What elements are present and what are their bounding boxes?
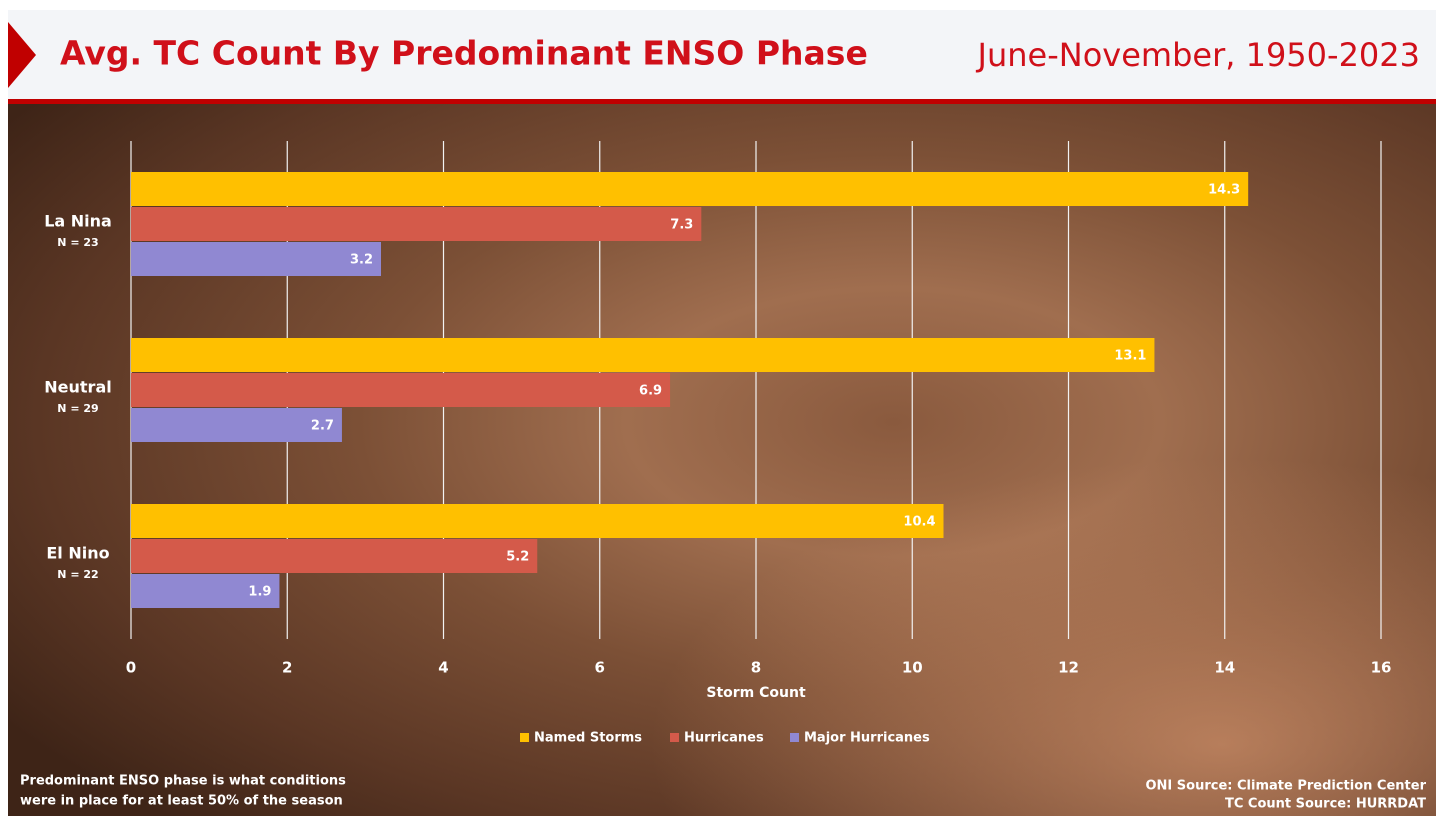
x-tick-label: 6 (595, 659, 605, 677)
x-tick-label: 16 (1371, 659, 1392, 677)
value-label: 6.9 (639, 384, 662, 399)
bar (131, 373, 670, 407)
x-tick-label: 14 (1214, 659, 1235, 677)
bar (131, 242, 381, 276)
value-label: 3.2 (350, 253, 373, 268)
value-label: 10.4 (903, 515, 935, 530)
x-tick-label: 12 (1058, 659, 1079, 677)
value-label: 1.9 (248, 585, 271, 600)
note-left: Predominant ENSO phase is what condition… (20, 774, 346, 789)
x-tick-label: 8 (751, 659, 761, 677)
chart-subtitle: June-November, 1950-2023 (976, 36, 1420, 74)
bar (131, 172, 1248, 206)
note-right: TC Count Source: HURRDAT (1225, 797, 1426, 812)
sample-size: N = 22 (57, 568, 98, 581)
category-label: El Nino (46, 544, 109, 563)
x-tick-label: 0 (126, 659, 136, 677)
legend-swatch (790, 733, 799, 742)
value-label: 7.3 (670, 218, 693, 233)
legend-label: Major Hurricanes (804, 731, 930, 746)
category-label: La Nina (44, 212, 112, 231)
x-axis-label: Storm Count (706, 685, 806, 701)
note-right: ONI Source: Climate Prediction Center (1146, 779, 1427, 794)
value-label: 13.1 (1114, 349, 1146, 364)
sample-size: N = 23 (57, 236, 98, 249)
chart: Avg. TC Count By Predominant ENSO Phase … (0, 0, 1436, 816)
sample-size: N = 29 (57, 402, 98, 415)
value-label: 5.2 (506, 550, 529, 565)
x-tick-label: 10 (902, 659, 923, 677)
x-tick-label: 2 (282, 659, 292, 677)
value-label: 14.3 (1208, 183, 1240, 198)
note-left: were in place for at least 50% of the se… (20, 794, 343, 809)
x-tick-label: 4 (438, 659, 448, 677)
legend-label: Hurricanes (684, 731, 764, 746)
bar (131, 504, 944, 538)
bar (131, 338, 1154, 372)
legend-swatch (670, 733, 679, 742)
legend-swatch (520, 733, 529, 742)
value-label: 2.7 (311, 419, 334, 434)
header-border (8, 99, 1436, 104)
chart-title: Avg. TC Count By Predominant ENSO Phase (60, 34, 868, 73)
bar (131, 539, 537, 573)
bar (131, 207, 701, 241)
legend-label: Named Storms (534, 731, 642, 746)
category-label: Neutral (44, 378, 111, 397)
